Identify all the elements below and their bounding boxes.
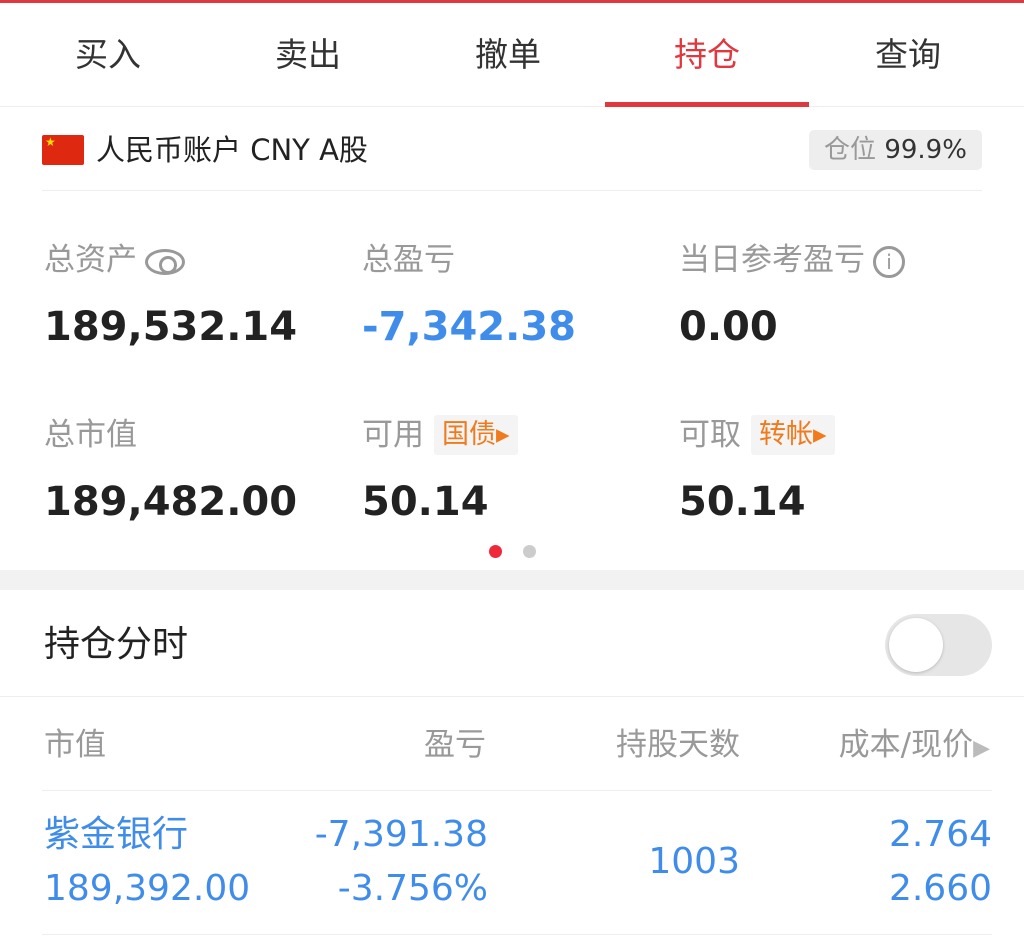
page-dot[interactable] bbox=[523, 545, 536, 558]
divider bbox=[42, 934, 992, 935]
china-flag-icon: ★ bbox=[42, 135, 84, 165]
stock-pnl: -7,391.38 bbox=[314, 814, 488, 855]
divider bbox=[42, 790, 992, 791]
intraday-label: 持仓分时 bbox=[44, 624, 189, 665]
available-value: 50.14 bbox=[362, 479, 489, 525]
position-value: 99.9% bbox=[884, 135, 967, 165]
tab-buy[interactable]: 买入 bbox=[75, 35, 141, 74]
total-pnl-value: -7,342.38 bbox=[362, 304, 576, 350]
tab-cancel[interactable]: 撤单 bbox=[475, 35, 541, 74]
transfer-chip-label: 转帐 bbox=[759, 419, 813, 450]
stock-name[interactable]: 紫金银行 bbox=[44, 814, 189, 855]
header-cost-price-text: 成本/现价 bbox=[838, 727, 974, 763]
stock-market-value: 189,392.00 bbox=[44, 868, 251, 909]
stock-days: 1003 bbox=[648, 841, 740, 882]
tab-bar: 买入 卖出 撤单 持仓 查询 bbox=[0, 3, 1024, 107]
position-badge: 仓位 99.9% bbox=[809, 130, 982, 170]
withdrawable-label: 可取 转帐▸ bbox=[679, 415, 835, 455]
info-icon[interactable]: i bbox=[873, 245, 905, 278]
page-dot-active[interactable] bbox=[489, 545, 502, 558]
market-value-value: 189,482.00 bbox=[44, 479, 298, 525]
transfer-chip-button[interactable]: 转帐▸ bbox=[751, 415, 835, 455]
total-assets-value: 189,532.14 bbox=[44, 304, 298, 350]
eye-icon[interactable] bbox=[145, 248, 185, 275]
total-assets-text: 总资产 bbox=[44, 242, 137, 278]
toggle-knob bbox=[889, 618, 943, 672]
section-separator bbox=[0, 570, 1024, 590]
intraday-toggle[interactable] bbox=[885, 614, 992, 676]
triangle-right-icon: ▸ bbox=[813, 419, 827, 450]
header-days[interactable]: 持股天数 bbox=[616, 727, 740, 763]
stock-cost: 2.764 bbox=[888, 814, 992, 855]
top-accent-line bbox=[0, 0, 1024, 3]
daily-pnl-value: 0.00 bbox=[679, 304, 778, 350]
total-pnl-label: 总盈亏 bbox=[362, 242, 455, 278]
stock-pnl-pct: -3.756% bbox=[337, 868, 488, 909]
header-pnl[interactable]: 盈亏 bbox=[424, 727, 486, 763]
stock-price: 2.660 bbox=[888, 868, 992, 909]
header-market-value[interactable]: 市值 bbox=[44, 727, 106, 763]
total-assets-label: 总资产 bbox=[44, 240, 185, 280]
table-row[interactable]: 紫金银行 189,392.00 -7,391.38 -3.756% 1003 2… bbox=[0, 790, 1024, 934]
divider bbox=[0, 696, 1024, 697]
divider bbox=[42, 190, 982, 191]
header-cost-price[interactable]: 成本/现价▶ bbox=[760, 725, 990, 769]
available-text: 可用 bbox=[362, 417, 424, 453]
bond-chip-button[interactable]: 国债▸ bbox=[434, 415, 518, 455]
daily-pnl-label: 当日参考盈亏 i bbox=[679, 240, 905, 280]
market-value-label: 总市值 bbox=[44, 417, 137, 453]
bond-chip-label: 国债 bbox=[442, 419, 496, 450]
withdrawable-text: 可取 bbox=[679, 417, 741, 453]
position-label: 仓位 bbox=[824, 135, 877, 165]
tab-holdings[interactable]: 持仓 bbox=[605, 3, 809, 107]
chevron-right-icon: ▶ bbox=[973, 736, 990, 761]
available-label: 可用 国债▸ bbox=[362, 415, 518, 455]
daily-pnl-text: 当日参考盈亏 bbox=[679, 242, 865, 278]
withdrawable-value: 50.14 bbox=[679, 479, 806, 525]
triangle-right-icon: ▸ bbox=[496, 419, 510, 450]
tab-sell[interactable]: 卖出 bbox=[275, 35, 341, 74]
tab-query[interactable]: 查询 bbox=[875, 35, 941, 74]
account-name: 人民币账户 CNY A股 bbox=[96, 133, 368, 167]
